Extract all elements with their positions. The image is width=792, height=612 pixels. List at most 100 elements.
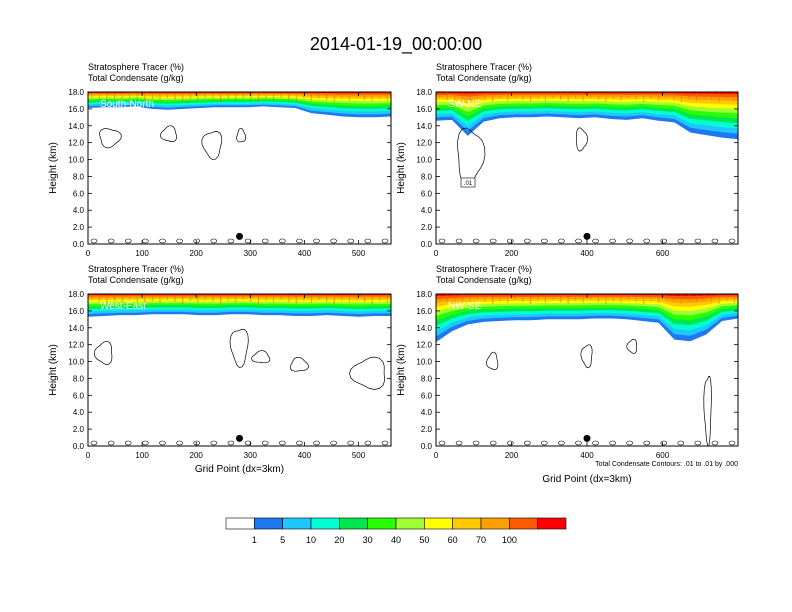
surface-contour xyxy=(558,440,565,446)
surface-contour xyxy=(438,440,446,446)
surface-contour xyxy=(660,440,668,446)
surface-contour xyxy=(592,440,599,446)
condensate-contour xyxy=(251,350,271,364)
x-tick-label: 400 xyxy=(580,451,594,460)
y-tick-label: 10.0 xyxy=(416,156,432,165)
y-tick-label: 2.0 xyxy=(73,223,85,232)
surface-contour xyxy=(472,440,480,446)
y-tick-label: 2.0 xyxy=(421,425,433,434)
y-tick-label: 6.0 xyxy=(73,391,85,400)
y-tick-label: 16.0 xyxy=(416,307,432,316)
panel-title-condensate: Total Condensate (g/kg) xyxy=(88,73,184,83)
page-title: 2014-01-19_00:00:00 xyxy=(310,34,482,55)
contour-label: .01 xyxy=(464,181,473,187)
colorbar-label: 60 xyxy=(448,535,458,545)
condensate-contour xyxy=(160,125,178,142)
x-tick-label: 300 xyxy=(244,249,258,258)
y-axis-label: Height (km) xyxy=(396,344,407,396)
x-tick-label: 0 xyxy=(86,249,91,258)
x-tick-label: 400 xyxy=(298,249,312,258)
y-tick-label: 10.0 xyxy=(68,156,84,165)
y-tick-label: 8.0 xyxy=(421,172,433,181)
surface-contour xyxy=(677,238,685,244)
surface-contour xyxy=(609,238,616,244)
surface-contour xyxy=(107,440,115,446)
condensate-contour xyxy=(229,328,249,368)
panel-title-condensate: Total Condensate (g/kg) xyxy=(88,275,184,285)
surface-contour xyxy=(90,440,98,446)
surface-contour xyxy=(626,238,633,244)
surface-contour xyxy=(489,238,497,244)
surface-contour xyxy=(506,238,514,244)
surface-contour xyxy=(711,238,719,244)
x-tick-label: 600 xyxy=(656,451,670,460)
x-tick-label: 100 xyxy=(135,451,149,460)
surface-contour xyxy=(592,238,599,244)
colorbar: 1 5 10 20 30 40 50 60 70 100 xyxy=(225,517,567,545)
colorbar-label: 40 xyxy=(391,535,401,545)
panel-label: West-East xyxy=(100,301,146,312)
y-tick-label: 14.0 xyxy=(68,324,84,333)
y-tick-label: 0.0 xyxy=(73,240,85,249)
panel-4: Stratosphere Tracer (%)Total Condensate … xyxy=(396,264,739,485)
x-tick-label: 200 xyxy=(505,249,519,258)
condensate-contour xyxy=(236,127,247,143)
y-tick-label: 8.0 xyxy=(73,172,85,181)
y-tick-label: 0.0 xyxy=(421,240,433,249)
panel-title-tracer: Stratosphere Tracer (%) xyxy=(88,264,184,274)
x-tick-label: 0 xyxy=(86,451,91,460)
plot-frame xyxy=(87,91,392,245)
y-tick-label: 16.0 xyxy=(68,105,84,114)
colorbar-label: 20 xyxy=(334,535,344,545)
colorbar-swatch xyxy=(254,517,283,530)
x-tick-label: 400 xyxy=(298,451,312,460)
condensate-contour xyxy=(349,356,385,390)
x-tick-label: 200 xyxy=(190,249,204,258)
y-tick-label: 4.0 xyxy=(421,408,433,417)
surface-contour xyxy=(159,238,166,244)
surface-contour xyxy=(124,238,132,244)
surface-contour xyxy=(489,440,497,446)
surface-contour xyxy=(176,238,183,244)
x-tick-label: 400 xyxy=(580,249,594,258)
y-tick-label: 2.0 xyxy=(73,425,85,434)
colorbar-swatch xyxy=(537,517,567,530)
surface-contour xyxy=(558,238,565,244)
y-tick-label: 18.0 xyxy=(416,290,432,299)
condensate-contour xyxy=(201,131,223,160)
condensate-contour xyxy=(580,344,593,369)
surface-contour xyxy=(626,440,633,446)
y-tick-label: 6.0 xyxy=(421,391,433,400)
y-tick-label: 12.0 xyxy=(68,139,84,148)
surface-contour xyxy=(541,238,548,244)
colorbar-label: 30 xyxy=(363,535,373,545)
y-tick-label: 14.0 xyxy=(416,324,432,333)
y-tick-label: 4.0 xyxy=(421,206,433,215)
surface-contour xyxy=(159,440,166,446)
colorbar-swatch xyxy=(367,517,397,530)
x-tick-label: 100 xyxy=(135,249,149,258)
y-tick-label: 12.0 xyxy=(416,341,432,350)
panel-title-tracer: Stratosphere Tracer (%) xyxy=(436,264,532,274)
panel-label: NW-SE xyxy=(448,301,481,312)
surface-contour xyxy=(728,238,736,244)
colorbar-swatch xyxy=(282,517,312,530)
surface-contour xyxy=(244,238,252,244)
colorbar-swatch xyxy=(509,517,538,530)
x-tick-label: 500 xyxy=(352,451,366,460)
colorbar-swatch xyxy=(480,517,510,530)
y-tick-label: 16.0 xyxy=(68,307,84,316)
surface-contour xyxy=(210,238,218,244)
surface-contour xyxy=(455,440,463,446)
surface-contour xyxy=(364,440,372,446)
condensate-contour xyxy=(289,356,309,372)
panel-2: Stratosphere Tracer (%)Total Condensate … xyxy=(396,62,739,258)
colorbar-swatch xyxy=(225,517,255,530)
x-tick-label: 300 xyxy=(244,451,258,460)
surface-contour xyxy=(364,238,372,244)
panel-title-condensate: Total Condensate (g/kg) xyxy=(436,73,532,83)
panel-title-condensate: Total Condensate (g/kg) xyxy=(436,275,532,285)
surface-contour xyxy=(347,440,355,446)
condensate-contour xyxy=(626,338,637,354)
